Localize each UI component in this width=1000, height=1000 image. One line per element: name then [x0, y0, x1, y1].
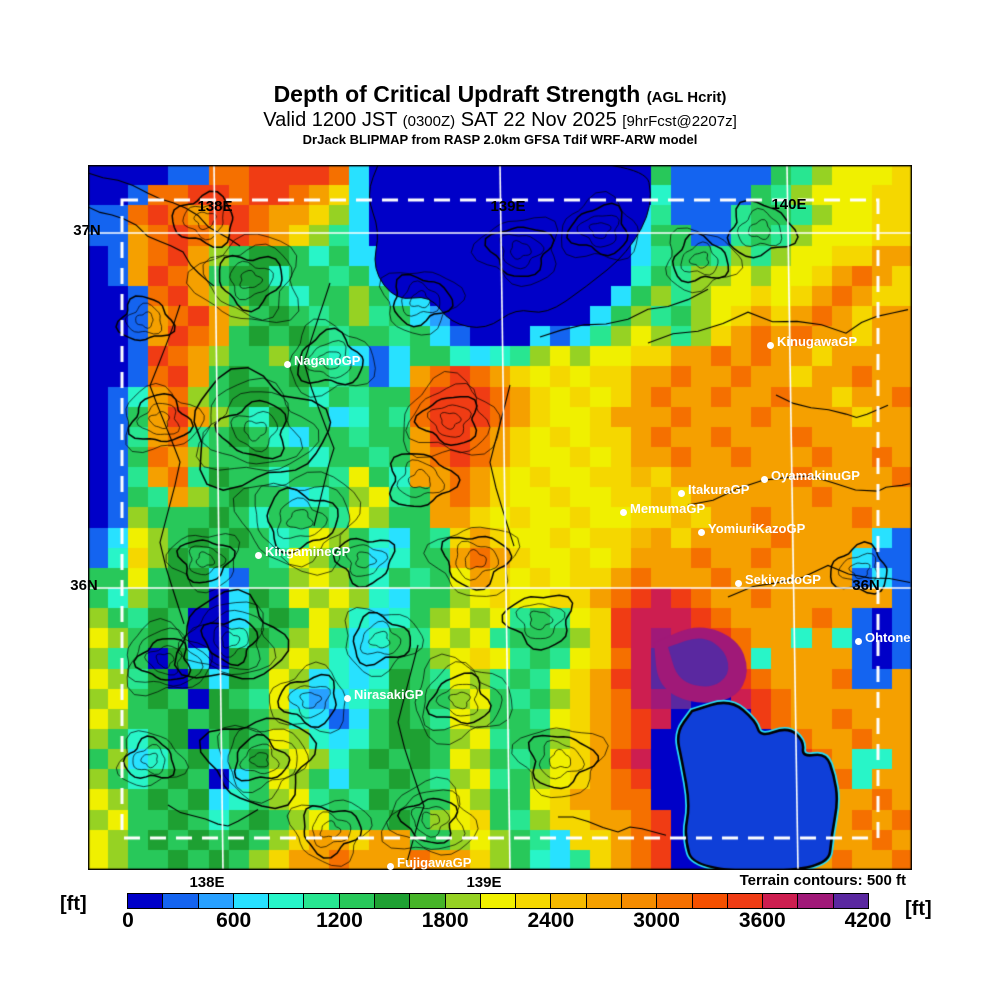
colorbar-segment	[232, 894, 269, 908]
graticule-label-138E: 138E	[197, 198, 233, 215]
valid-date: SAT 22 Nov 2025	[460, 109, 617, 132]
colorbar-tick-2400: 2400	[527, 909, 575, 932]
site-label: ItakuraGP	[688, 482, 750, 497]
graticule-label-140E: 140E	[771, 196, 807, 213]
graticule-label-37N: 37N	[73, 222, 101, 239]
site-dot-icon	[678, 490, 685, 497]
colorbar-segment	[515, 894, 551, 908]
site-label: FujigawaGP	[397, 855, 472, 870]
valid-time-line: Valid 1200 JST (0300Z) SAT 22 Nov 2025 […	[0, 109, 1000, 131]
colorbar-segment	[620, 894, 657, 908]
model-credit-line: DrJack BLIPMAP from RASP 2.0km GFSA Tdif…	[302, 132, 698, 148]
colorbar-units-right: [ft]	[905, 898, 932, 920]
colorbar-segment	[656, 894, 692, 908]
colorbar-segment	[373, 894, 410, 908]
graticule-label-139E: 139E	[490, 198, 526, 215]
site-label: OyamakinuGP	[771, 468, 860, 483]
site-label: MemumaGP	[630, 501, 706, 516]
site-label: SekiyadoGP	[745, 572, 821, 587]
colorbar-segment	[479, 894, 516, 908]
page-title: Depth of Critical Updraft Strength (AGL …	[0, 81, 1000, 107]
colorbar-tick-4200: 4200	[844, 909, 892, 932]
site-label: NaganoGP	[294, 353, 361, 368]
colorbar-tick-600: 600	[216, 909, 252, 932]
site-dot-icon	[855, 638, 862, 645]
colorbar-segment	[338, 894, 374, 908]
colorbar-segment	[726, 894, 763, 908]
terrain-contour-note: Terrain contours: 500 ft	[739, 872, 906, 889]
map-panel: NaganoGP KinugawaGP OyamakinuGP ItakuraGP Me…	[88, 165, 912, 870]
colorbar-segment	[691, 894, 727, 908]
zulu-time: (0300Z)	[402, 113, 456, 131]
colorbar-tick-0: 0	[122, 909, 134, 932]
site-dot-icon	[735, 580, 742, 587]
graticule-label-36N: 36N	[852, 577, 880, 594]
colorbar-segment	[832, 894, 868, 908]
colorbar-tick-3000: 3000	[633, 909, 680, 932]
colorbar-segment	[197, 894, 233, 908]
site-dot-icon	[255, 552, 262, 559]
colorbar-tick-1800: 1800	[421, 909, 469, 932]
site-label: Ohtone	[865, 630, 911, 645]
colorbar-units-left: [ft]	[60, 893, 87, 915]
colorbar-segment	[444, 894, 480, 908]
graticule-label-36N: 36N	[70, 577, 98, 594]
bottom-graticule-label-139E: 139E	[466, 874, 502, 891]
site-dot-icon	[284, 361, 291, 368]
colorbar-segment	[762, 894, 798, 908]
bottom-graticule-label-138E: 138E	[189, 874, 225, 891]
site-label: YomiuriKazoGP	[708, 521, 806, 536]
colorbar-segment	[550, 894, 586, 908]
forecast-run: [9hrFcst@2207z]	[622, 113, 737, 131]
colorbar-segment	[585, 894, 621, 908]
colorbar-segment	[303, 894, 339, 908]
site-dot-icon	[767, 342, 774, 349]
colorbar-segment	[409, 894, 445, 908]
title-suffix: (AGL Hcrit)	[646, 89, 727, 106]
site-dot-icon	[698, 529, 705, 536]
site-label: NirasakiGP	[354, 687, 424, 702]
site-dot-icon	[761, 476, 768, 483]
colorbar-tick-1200: 1200	[316, 909, 363, 932]
colorbar-tick-3600: 3600	[738, 909, 786, 932]
colorbar	[127, 893, 869, 909]
valid-label: Valid 1200 JST	[263, 109, 398, 132]
site-label: KingamineGP	[265, 544, 351, 559]
colorbar-segment	[797, 894, 833, 908]
title-main: Depth of Critical Updraft Strength	[273, 81, 641, 107]
updraft-depth-field-canvas	[88, 165, 912, 870]
site-dot-icon	[387, 863, 394, 870]
title-block: Depth of Critical Updraft Strength (AGL …	[0, 81, 1000, 148]
colorbar-segment	[162, 894, 198, 908]
colorbar-segment	[128, 894, 163, 908]
colorbar-segment	[268, 894, 304, 908]
site-label: KinugawaGP	[777, 334, 858, 349]
site-dot-icon	[620, 509, 627, 516]
site-dot-icon	[344, 695, 351, 702]
